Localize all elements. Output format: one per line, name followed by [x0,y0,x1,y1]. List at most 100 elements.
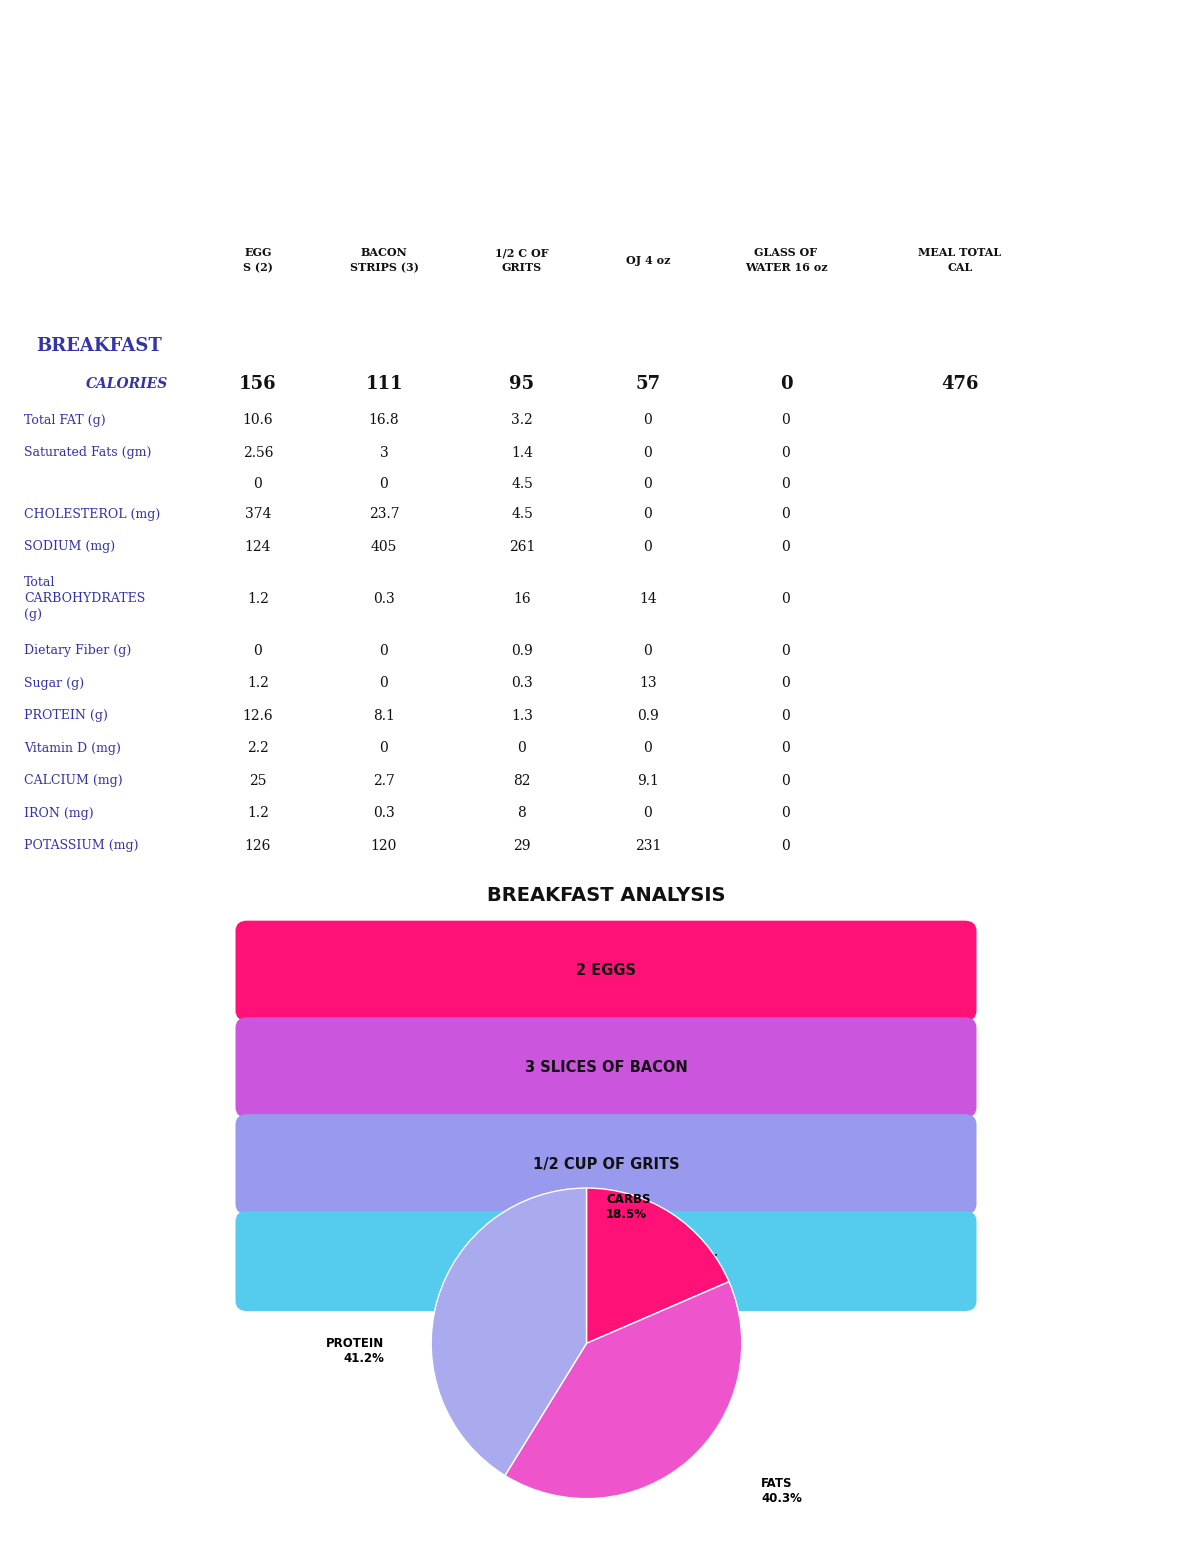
Text: PROTEIN (g): PROTEIN (g) [24,710,108,722]
Wedge shape [587,1188,730,1343]
Text: BACON
STRIPS (3): BACON STRIPS (3) [349,247,419,273]
Text: 95: 95 [510,376,534,393]
Text: 0: 0 [643,644,653,658]
Text: 0.9: 0.9 [511,644,533,658]
Text: GLASS OF
WATER 16 oz: GLASS OF WATER 16 oz [745,247,827,273]
Text: 156: 156 [239,376,277,393]
Text: 3.2: 3.2 [511,413,533,427]
Text: 29: 29 [514,839,530,853]
Text: 0: 0 [643,741,653,755]
Text: 25: 25 [250,773,266,787]
Text: 0: 0 [781,676,791,690]
Text: 2.2: 2.2 [247,741,269,755]
Text: 261: 261 [509,540,535,554]
Text: 1.2: 1.2 [247,592,269,606]
Text: OJ 4 oz: OJ 4 oz [625,255,671,266]
Text: 0: 0 [253,477,263,491]
Text: 0: 0 [781,477,791,491]
Text: 12.6: 12.6 [242,708,274,722]
Text: SODIUM (mg): SODIUM (mg) [24,540,115,553]
Text: 13: 13 [640,676,656,690]
Text: POTASSIUM (mg): POTASSIUM (mg) [24,839,138,853]
Text: 0.3: 0.3 [373,592,395,606]
Text: 0: 0 [780,376,792,393]
Text: 0: 0 [781,773,791,787]
Text: 0: 0 [643,413,653,427]
Text: 0: 0 [781,508,791,522]
Text: 0: 0 [643,806,653,820]
Text: 1.2: 1.2 [247,806,269,820]
Text: BREAKFAST: BREAKFAST [36,337,162,356]
Text: 16: 16 [514,592,530,606]
Text: 1.4: 1.4 [511,446,533,460]
Text: 0: 0 [781,644,791,658]
Text: 0: 0 [379,644,389,658]
Text: 1.2: 1.2 [247,676,269,690]
Text: Saturated Fats (gm): Saturated Fats (gm) [24,446,151,460]
Text: 1 BOTTLE OF WATER 16 OZ: 1 BOTTLE OF WATER 16 OZ [494,1253,718,1269]
Text: PROTEIN
41.2%: PROTEIN 41.2% [326,1337,385,1365]
Text: FATS
40.3%: FATS 40.3% [761,1477,802,1505]
Text: Dietary Fiber (g): Dietary Fiber (g) [24,644,131,657]
Text: 374: 374 [245,508,271,522]
Text: EGG
S (2): EGG S (2) [244,247,272,273]
Text: 0: 0 [781,413,791,427]
Text: 0: 0 [379,477,389,491]
Text: 0: 0 [643,477,653,491]
FancyBboxPatch shape [235,921,977,1020]
Text: 231: 231 [635,839,661,853]
Text: 4.5: 4.5 [511,477,533,491]
Text: 0: 0 [781,741,791,755]
Text: 405: 405 [371,540,397,554]
Text: CALCIUM (mg): CALCIUM (mg) [24,775,122,787]
Text: Vitamin D (mg): Vitamin D (mg) [24,742,121,755]
FancyBboxPatch shape [235,1017,977,1118]
Text: 126: 126 [245,839,271,853]
FancyBboxPatch shape [235,1211,977,1311]
Text: Total FAT (g): Total FAT (g) [24,413,106,427]
Text: 476: 476 [941,376,979,393]
Text: MEAL TOTAL
CAL: MEAL TOTAL CAL [918,247,1002,273]
Text: CALORIES: CALORIES [85,377,168,391]
Text: 120: 120 [371,839,397,853]
Text: BREAKFAST ANALYSIS: BREAKFAST ANALYSIS [487,887,725,905]
Text: 8: 8 [517,806,527,820]
Text: 0.3: 0.3 [373,806,395,820]
Text: 111: 111 [365,376,403,393]
Text: 0: 0 [379,676,389,690]
Text: 4.5: 4.5 [511,508,533,522]
Text: 0: 0 [781,839,791,853]
Text: IRON (mg): IRON (mg) [24,806,94,820]
Text: 0: 0 [643,508,653,522]
Text: 3: 3 [379,446,389,460]
Text: 9.1: 9.1 [637,773,659,787]
Text: 1.3: 1.3 [511,708,533,722]
Text: 0: 0 [253,644,263,658]
Wedge shape [431,1188,587,1475]
Text: Total
CARBOHYDRATES
(g): Total CARBOHYDRATES (g) [24,576,145,621]
Text: 3 SLICES OF BACON: 3 SLICES OF BACON [524,1061,688,1075]
Text: 0: 0 [643,446,653,460]
Text: CARBS
18.5%: CARBS 18.5% [606,1193,650,1222]
Text: 0.3: 0.3 [511,676,533,690]
Text: 14: 14 [640,592,656,606]
Text: 57: 57 [636,376,660,393]
Text: 8.1: 8.1 [373,708,395,722]
Text: Sugar (g): Sugar (g) [24,677,84,690]
FancyBboxPatch shape [235,1114,977,1214]
Text: 2.56: 2.56 [242,446,274,460]
Text: 2.7: 2.7 [373,773,395,787]
Text: 23.7: 23.7 [368,508,400,522]
Text: CHOLESTEROL (mg): CHOLESTEROL (mg) [24,508,161,520]
Text: 0: 0 [781,592,791,606]
Text: 0: 0 [781,806,791,820]
Text: 0: 0 [781,708,791,722]
Text: 0: 0 [643,540,653,554]
Text: 82: 82 [514,773,530,787]
Text: 0: 0 [517,741,527,755]
Text: 0: 0 [379,741,389,755]
Text: 16.8: 16.8 [368,413,400,427]
Text: 0: 0 [781,446,791,460]
Text: 10.6: 10.6 [242,413,274,427]
Text: 124: 124 [245,540,271,554]
